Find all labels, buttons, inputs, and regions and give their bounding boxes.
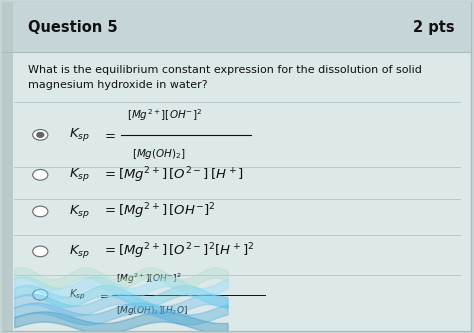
Text: $[Mg(OH)_2][H_2O]$: $[Mg(OH)_2][H_2O]$ — [116, 304, 188, 317]
Bar — [2, 2, 471, 52]
Text: $[Mg^{2+}][OH^{-}]^2$: $[Mg^{2+}][OH^{-}]^2$ — [127, 108, 202, 124]
Text: Question 5: Question 5 — [28, 20, 118, 35]
Text: 2 pts: 2 pts — [413, 20, 455, 35]
Text: $= [Mg^{2+}]\,[O^{2-}]^2[H^+]^2$: $= [Mg^{2+}]\,[O^{2-}]^2[H^+]^2$ — [102, 242, 254, 261]
Text: magnesium hydroxide in water?: magnesium hydroxide in water? — [28, 80, 208, 90]
Text: $[Mg(OH)_2]$: $[Mg(OH)_2]$ — [132, 147, 186, 161]
Text: $= [Mg^{2+}]\,[O^{2-}]\,[H^+]$: $= [Mg^{2+}]\,[O^{2-}]\,[H^+]$ — [102, 165, 244, 184]
Text: $[Mg^{2+}][OH^{-}]^2$: $[Mg^{2+}][OH^{-}]^2$ — [116, 271, 182, 286]
Text: $K_{sp}$: $K_{sp}$ — [69, 243, 90, 260]
Circle shape — [33, 130, 48, 140]
FancyBboxPatch shape — [2, 2, 471, 331]
Text: $K_{sp}$: $K_{sp}$ — [69, 126, 90, 144]
Circle shape — [33, 169, 48, 180]
Text: $K_{sp}$: $K_{sp}$ — [69, 166, 90, 183]
Text: $K_{sp}$: $K_{sp}$ — [69, 287, 86, 302]
Text: $=$: $=$ — [97, 290, 109, 300]
Circle shape — [33, 289, 48, 300]
Circle shape — [33, 246, 48, 257]
Circle shape — [33, 206, 48, 217]
Circle shape — [37, 133, 44, 137]
Bar — [2, 2, 13, 331]
Text: What is the equilibrium constant expression for the dissolution of solid: What is the equilibrium constant express… — [28, 65, 422, 75]
Text: $= [Mg^{2+}]\,[OH^{-}]^2$: $= [Mg^{2+}]\,[OH^{-}]^2$ — [102, 202, 216, 221]
Text: $=$: $=$ — [102, 128, 116, 142]
Text: $K_{sp}$: $K_{sp}$ — [69, 203, 90, 220]
